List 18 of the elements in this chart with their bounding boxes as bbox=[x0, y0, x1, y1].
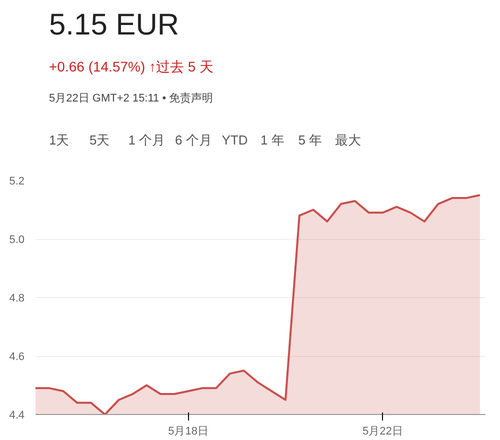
y-tick-label: 5.0 bbox=[9, 234, 25, 246]
x-tick-label: 5月22日 bbox=[362, 426, 403, 438]
text: 1天 bbox=[49, 132, 70, 148]
text: 1 个月 bbox=[128, 132, 166, 148]
text: YTD bbox=[222, 132, 248, 148]
text: 6 个月 bbox=[175, 132, 212, 148]
text: 最大 bbox=[335, 132, 362, 148]
text: 1 年 bbox=[260, 132, 284, 148]
text: 5月22日 GMT+2 15:11 • 免责声明 bbox=[49, 92, 214, 104]
y-tick-label: 4.6 bbox=[9, 351, 25, 363]
y-tick-label: 4.8 bbox=[9, 292, 25, 304]
text: 5天 bbox=[90, 132, 110, 148]
x-tick-label: 5月18日 bbox=[168, 426, 208, 438]
y-tick-label: 5.2 bbox=[9, 176, 25, 188]
text: 5 年 bbox=[298, 132, 322, 148]
y-tick-label: 4.4 bbox=[9, 410, 25, 422]
chart-title: 5.15 EUR bbox=[49, 8, 180, 42]
chart-subtitle: +0.66 (14.57%) ↑过去 5 天 bbox=[49, 58, 214, 74]
